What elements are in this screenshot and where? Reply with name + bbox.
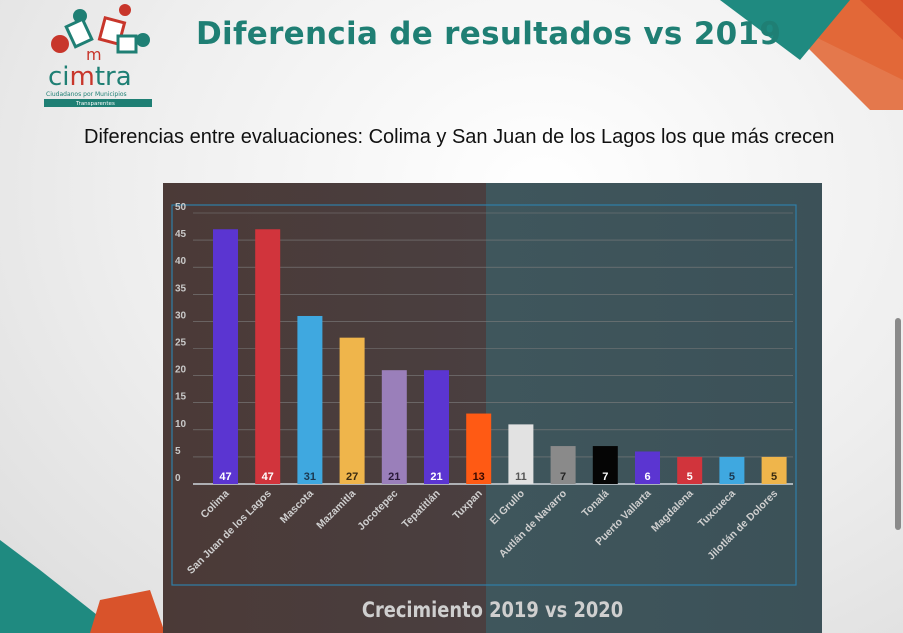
y-tick-label: 25 xyxy=(175,338,187,349)
bar-11 xyxy=(677,456,703,484)
svg-text:m: m xyxy=(86,45,102,64)
bar-4 xyxy=(381,370,407,484)
y-tick-label: 20 xyxy=(175,365,187,376)
x-tick-label: Tepatitlán xyxy=(400,488,443,531)
x-tick-label: Jocotepec xyxy=(355,488,400,533)
x-tick-label: Tonalá xyxy=(580,488,612,520)
data-label: 6 xyxy=(644,471,650,483)
data-label: 5 xyxy=(687,471,693,483)
svg-text:Ciudadanos por Municipios: Ciudadanos por Municipios xyxy=(46,91,127,98)
bar-1 xyxy=(255,229,281,484)
slide-subtitle: Diferencias entre evaluaciones: Colima y… xyxy=(84,126,835,148)
x-tick-label: Jilotlán de Dolores xyxy=(705,488,780,563)
chart-panel: 0 5 10 15 20 25 30 35 40 45 50 47 Colima 47 San Juan d… xyxy=(163,183,822,633)
x-tick-label: Colima xyxy=(198,488,231,521)
bar-10 xyxy=(635,451,660,484)
slide-title: Diferencia de resultados vs 2019 xyxy=(196,16,782,52)
bar-6 xyxy=(466,413,492,484)
x-tick-label: San Juan de los Lagos xyxy=(185,488,274,577)
x-tick-label: Tuxpan xyxy=(450,488,484,522)
data-label: 21 xyxy=(388,471,400,483)
y-tick-label: 0 xyxy=(175,473,181,484)
svg-text:Transparentes: Transparentes xyxy=(75,101,115,107)
scrollbar[interactable] xyxy=(895,318,901,530)
y-tick-label: 45 xyxy=(175,229,187,240)
data-label: 27 xyxy=(346,471,358,483)
data-label: 11 xyxy=(515,471,527,483)
cimtra-logo: m cimtra Ciudadanos por Municipios Trans… xyxy=(44,4,152,107)
bar-12 xyxy=(719,456,745,484)
bar-13 xyxy=(761,456,787,484)
x-tick-label: Magdalena xyxy=(649,488,696,535)
y-tick-label: 40 xyxy=(175,256,187,267)
y-tick-label: 50 xyxy=(175,202,187,213)
y-tick-label: 35 xyxy=(175,283,187,294)
y-tick-label: 5 xyxy=(175,446,181,457)
bar-8 xyxy=(550,446,576,484)
data-label: 13 xyxy=(473,471,485,483)
data-label: 31 xyxy=(304,471,316,483)
data-label: 5 xyxy=(771,471,777,483)
y-tick-label: 30 xyxy=(175,310,187,321)
bar-7 xyxy=(508,424,534,484)
bar-chart: 0 5 10 15 20 25 30 35 40 45 50 47 Colima 47 San Juan d… xyxy=(171,202,797,586)
data-label: 5 xyxy=(729,471,735,483)
bar-0 xyxy=(213,229,238,484)
bar-9 xyxy=(592,446,618,484)
data-label: 21 xyxy=(430,471,442,483)
plot-frame xyxy=(171,204,797,586)
bar-2 xyxy=(297,315,323,484)
x-tick-label: Mazamitla xyxy=(314,488,358,532)
svg-text:cimtra: cimtra xyxy=(48,62,132,92)
x-tick-label: Mascota xyxy=(278,488,316,526)
data-label: 7 xyxy=(560,471,566,483)
chart-title: Crecimiento 2019 vs 2020 xyxy=(361,598,624,622)
data-label: 47 xyxy=(219,471,231,483)
data-label: 47 xyxy=(262,471,274,483)
y-tick-label: 10 xyxy=(175,419,187,430)
bar-3 xyxy=(339,337,365,484)
data-label: 7 xyxy=(602,471,608,483)
x-tick-label: Tuxcueca xyxy=(696,488,738,530)
x-tick-label: El Grullo xyxy=(488,488,527,527)
bar-5 xyxy=(424,370,449,484)
y-tick-label: 15 xyxy=(175,392,187,403)
